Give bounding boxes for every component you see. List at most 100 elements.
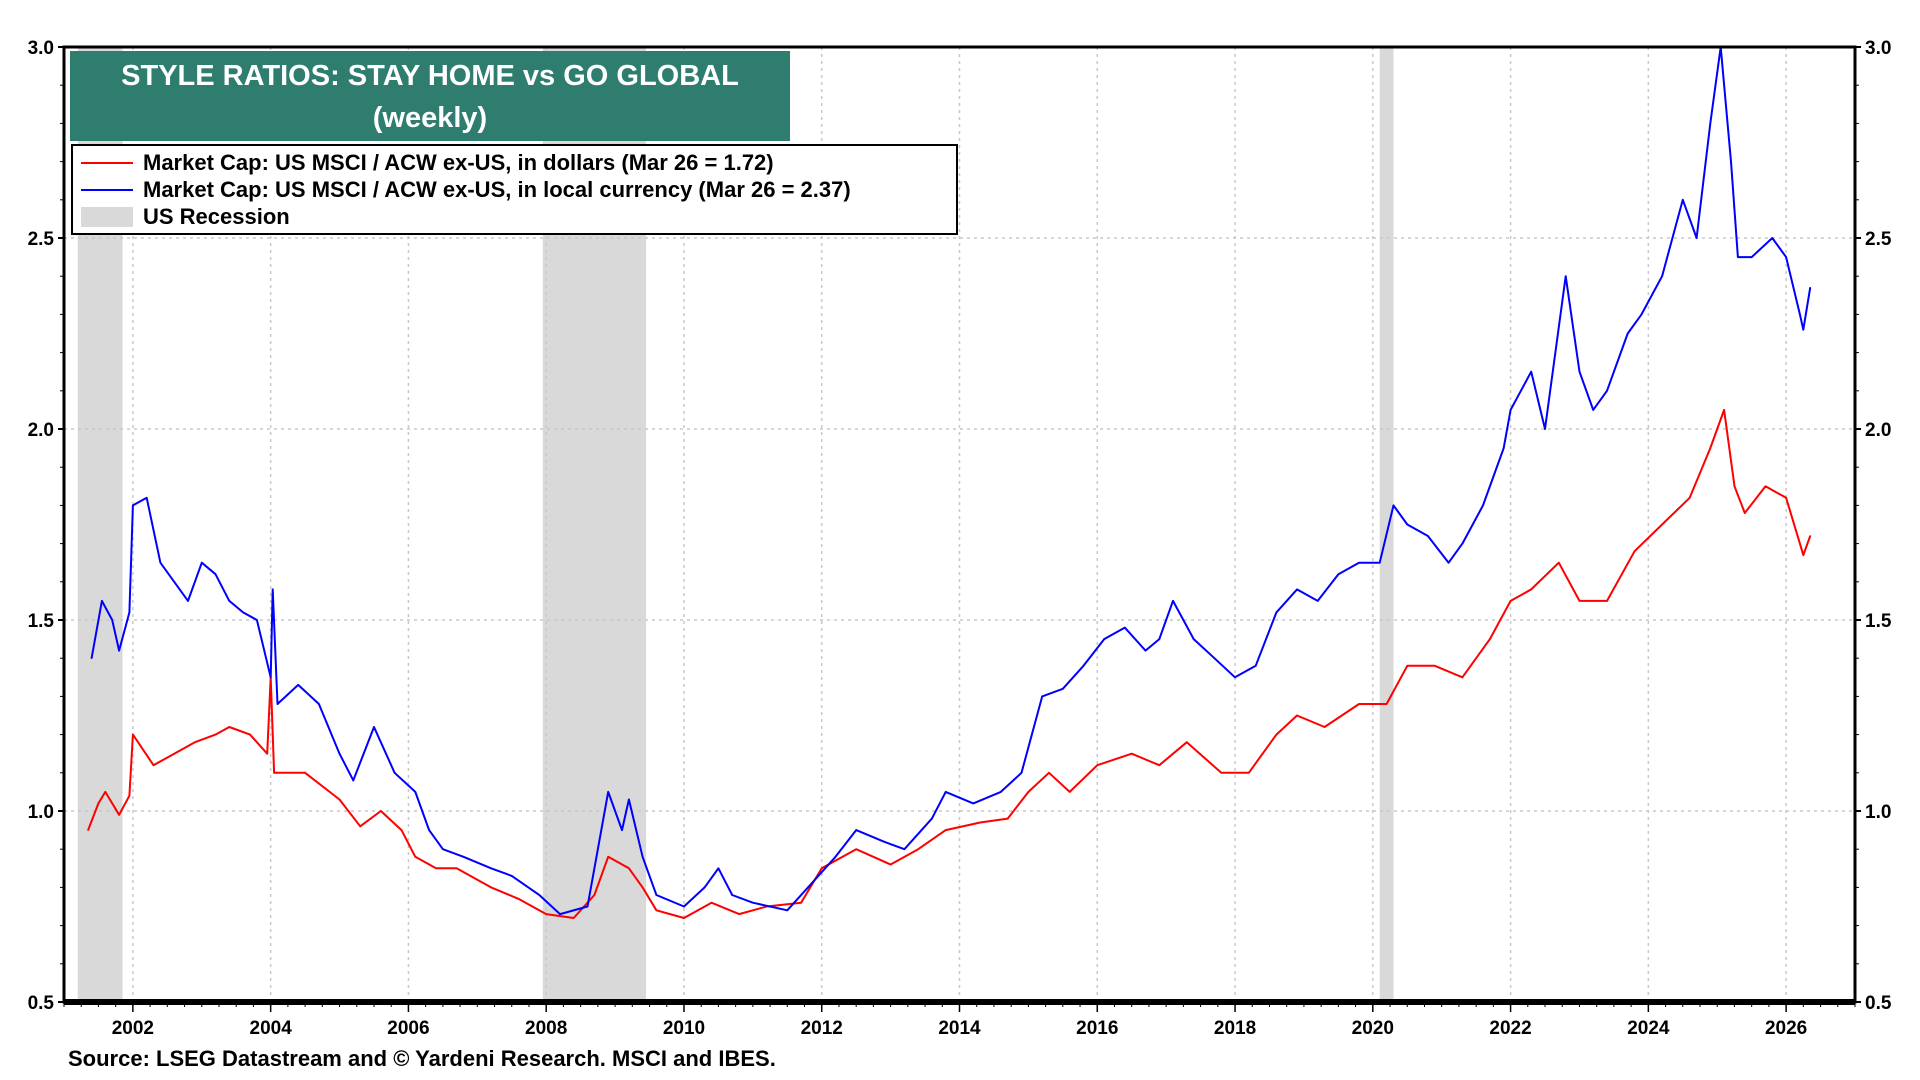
data-point [1248, 772, 1250, 774]
y-tick-label-right: 2.5 [1865, 229, 1892, 250]
data-point [1723, 409, 1725, 411]
data-point [559, 913, 561, 915]
y-tick-label-right: 0.5 [1865, 993, 1892, 1014]
data-point [414, 791, 417, 793]
data-point [593, 894, 596, 896]
source-note: Source: LSEG Datastream and © Yardeni Re… [68, 1046, 776, 1071]
data-point [304, 772, 306, 774]
data-point [1509, 409, 1512, 411]
data-point [628, 798, 630, 801]
data-point [903, 848, 906, 850]
data-point [97, 802, 100, 805]
x-tick-label: 2020 [1352, 1018, 1394, 1039]
y-tick-label-right: 1.5 [1865, 611, 1892, 632]
data-point [1006, 817, 1009, 820]
data-point [1461, 676, 1464, 679]
data-point [1661, 523, 1663, 526]
data-point [145, 496, 148, 499]
data-point [393, 772, 396, 774]
data-point [1406, 665, 1409, 667]
data-point [152, 764, 155, 766]
data-point [297, 684, 300, 686]
y-tick-label-left: 2.0 [28, 420, 54, 441]
y-tick-label-left: 1.5 [28, 611, 55, 632]
data-point [655, 894, 658, 896]
data-point [271, 588, 274, 591]
data-point [266, 752, 269, 755]
data-point [1337, 573, 1340, 575]
data-point [1323, 726, 1326, 728]
x-tick-label: 2002 [112, 1018, 154, 1039]
data-point [655, 909, 658, 912]
data-point [641, 886, 644, 889]
data-point [1124, 626, 1126, 629]
data-point [1103, 638, 1105, 640]
data-point [462, 856, 465, 858]
series-line-dollars [87, 408, 1812, 919]
y-tick-label-right: 3.0 [1865, 38, 1891, 59]
recession-band [1379, 47, 1394, 1002]
data-point [917, 848, 919, 850]
data-point [1192, 638, 1195, 640]
y-tick-label-left: 1.0 [28, 802, 54, 823]
data-point [1530, 370, 1533, 373]
data-point [510, 875, 513, 877]
data-point [428, 829, 430, 831]
legend-swatch-blue [81, 188, 133, 191]
x-tick-label: 2006 [387, 1018, 429, 1039]
data-point [194, 741, 196, 744]
data-point [118, 649, 120, 652]
data-point [1640, 313, 1643, 316]
data-point [435, 867, 437, 870]
data-point [834, 856, 837, 858]
data-point [276, 703, 279, 705]
data-point [1186, 741, 1188, 744]
data-point [944, 791, 947, 793]
data-point [1130, 752, 1133, 755]
data-point [1626, 332, 1629, 335]
data-point [1234, 676, 1236, 679]
data-point [1764, 485, 1767, 488]
data-point [373, 726, 375, 728]
data-point [972, 802, 975, 805]
data-point [249, 733, 251, 736]
data-point [683, 917, 685, 919]
data-point [1068, 791, 1071, 793]
data-point [1737, 256, 1739, 258]
data-point [338, 798, 341, 801]
data-point [1681, 199, 1684, 201]
data-point [1296, 588, 1298, 591]
data-point [242, 611, 244, 614]
data-point [90, 657, 93, 659]
data-point [490, 886, 492, 889]
legend-swatch-recession [81, 206, 133, 227]
data-point [1502, 447, 1505, 449]
x-tick-label: 2018 [1214, 1018, 1256, 1039]
data-point [855, 829, 857, 831]
data-point [1785, 256, 1787, 258]
x-tick-label: 2024 [1627, 1018, 1670, 1039]
data-point [1482, 504, 1484, 507]
data-point [1606, 390, 1608, 392]
data-point [882, 840, 885, 843]
data-point [1709, 122, 1712, 125]
data-point [628, 867, 630, 870]
x-tick-label: 2016 [1076, 1018, 1118, 1039]
x-tick-label: 2014 [938, 1018, 981, 1039]
data-point [87, 829, 89, 831]
data-point [1592, 409, 1595, 411]
data-point [104, 791, 107, 793]
data-point [1275, 733, 1278, 736]
series-line-local-currency [90, 46, 1812, 916]
data-point [710, 901, 713, 904]
data-point [1489, 638, 1491, 640]
data-point [545, 913, 547, 915]
data-point [273, 772, 275, 774]
data-point [800, 901, 802, 904]
chart-title-box: STYLE RATIOS: STAY HOME vs GO GLOBAL (we… [70, 51, 790, 141]
data-point [200, 561, 203, 564]
x-tick-label: 2012 [801, 1018, 843, 1039]
data-point [159, 561, 162, 564]
data-point [1802, 554, 1805, 556]
data-point [132, 733, 134, 736]
